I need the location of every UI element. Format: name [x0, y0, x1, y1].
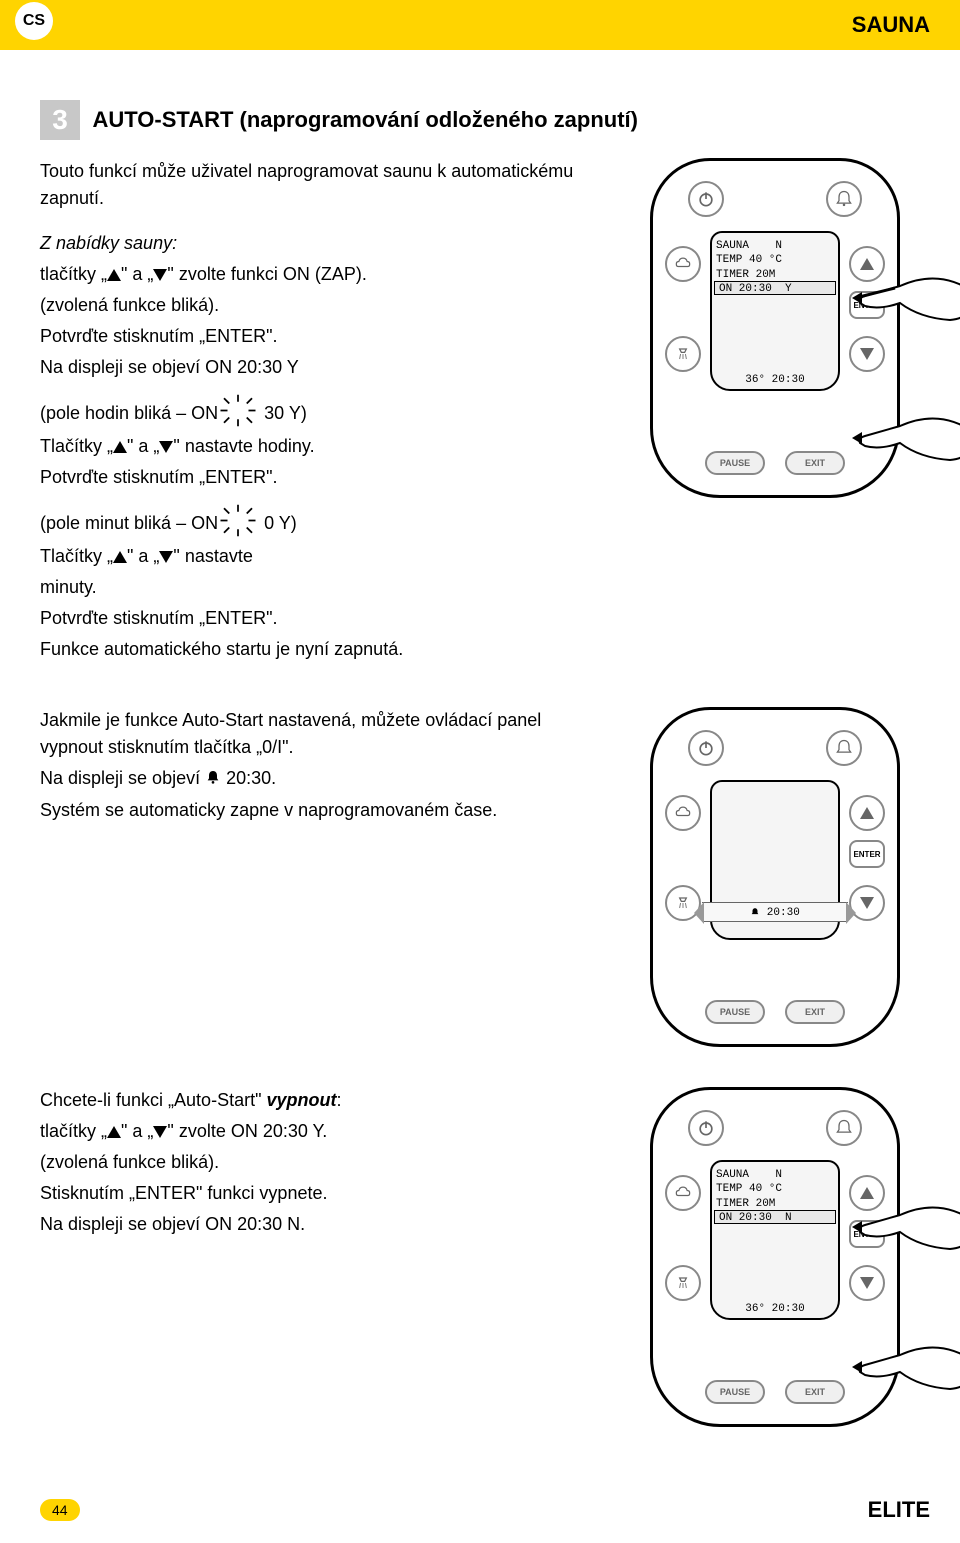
section-label: SAUNA	[852, 12, 930, 38]
text-block-1: Touto funkcí může uživatel naprogramovat…	[40, 158, 600, 667]
steam-icon	[665, 795, 701, 831]
device-screen: 20:30	[710, 780, 840, 940]
device-screen: SAUNA N TEMP 40 °C TIMER 20M ON 20:30 Y …	[710, 231, 840, 391]
control-panel-illustration-3: ENTER SAUNA N TEMP 40 °C TIMER 20M ON 20…	[620, 1087, 930, 1427]
exit-button: EXIT	[785, 451, 845, 475]
bell-icon	[205, 766, 221, 793]
pointing-hand-icon	[850, 1177, 960, 1277]
pointing-hand-icon	[850, 1317, 960, 1417]
shower-icon	[665, 1265, 701, 1301]
down-triangle-icon	[153, 1126, 167, 1138]
page-footer: 44 ELITE	[0, 1487, 960, 1543]
blink-burst-icon	[223, 399, 259, 429]
pointing-hand-icon	[850, 388, 960, 488]
header-bar: CS SAUNA	[0, 0, 960, 50]
down-triangle-icon	[159, 441, 173, 453]
up-button	[849, 795, 885, 831]
bell-icon	[826, 730, 862, 766]
power-icon	[688, 181, 724, 217]
up-triangle-icon	[107, 1126, 121, 1138]
down-triangle-icon	[153, 269, 167, 281]
exit-button: EXIT	[785, 1380, 845, 1404]
shower-icon	[665, 336, 701, 372]
section-title: AUTO-START (naprogramování odloženého za…	[92, 107, 638, 132]
pause-button: PAUSE	[705, 451, 765, 475]
steam-icon	[665, 246, 701, 282]
brand-label: ELITE	[868, 1497, 930, 1523]
steam-icon	[665, 1175, 701, 1211]
up-triangle-icon	[113, 551, 127, 563]
language-badge: CS	[15, 2, 53, 40]
up-triangle-icon	[113, 441, 127, 453]
pause-button: PAUSE	[705, 1000, 765, 1024]
exit-button: EXIT	[785, 1000, 845, 1024]
power-icon	[688, 730, 724, 766]
down-triangle-icon	[159, 551, 173, 563]
text-block-2: Jakmile je funkce Auto-Start nastavená, …	[40, 707, 600, 828]
power-icon	[688, 1110, 724, 1146]
enter-button: ENTER	[849, 840, 885, 868]
bell-icon	[826, 181, 862, 217]
text-block-3: Chcete-li funkci „Auto-Start" vypnout: t…	[40, 1087, 600, 1242]
page-number: 44	[40, 1499, 80, 1521]
bell-icon	[826, 1110, 862, 1146]
blink-burst-icon	[223, 509, 259, 539]
device-screen: SAUNA N TEMP 40 °C TIMER 20M ON 20:30 N …	[710, 1160, 840, 1320]
control-panel-illustration-1: ENTER SAUNA N TEMP 40 °C TIMER 20M ON 20…	[620, 158, 930, 498]
control-panel-illustration-2: ENTER 20:30 PAUSE EXIT	[620, 707, 930, 1047]
up-triangle-icon	[107, 269, 121, 281]
section-number: 3	[40, 100, 80, 140]
pointing-hand-icon	[850, 248, 960, 348]
pause-button: PAUSE	[705, 1380, 765, 1404]
